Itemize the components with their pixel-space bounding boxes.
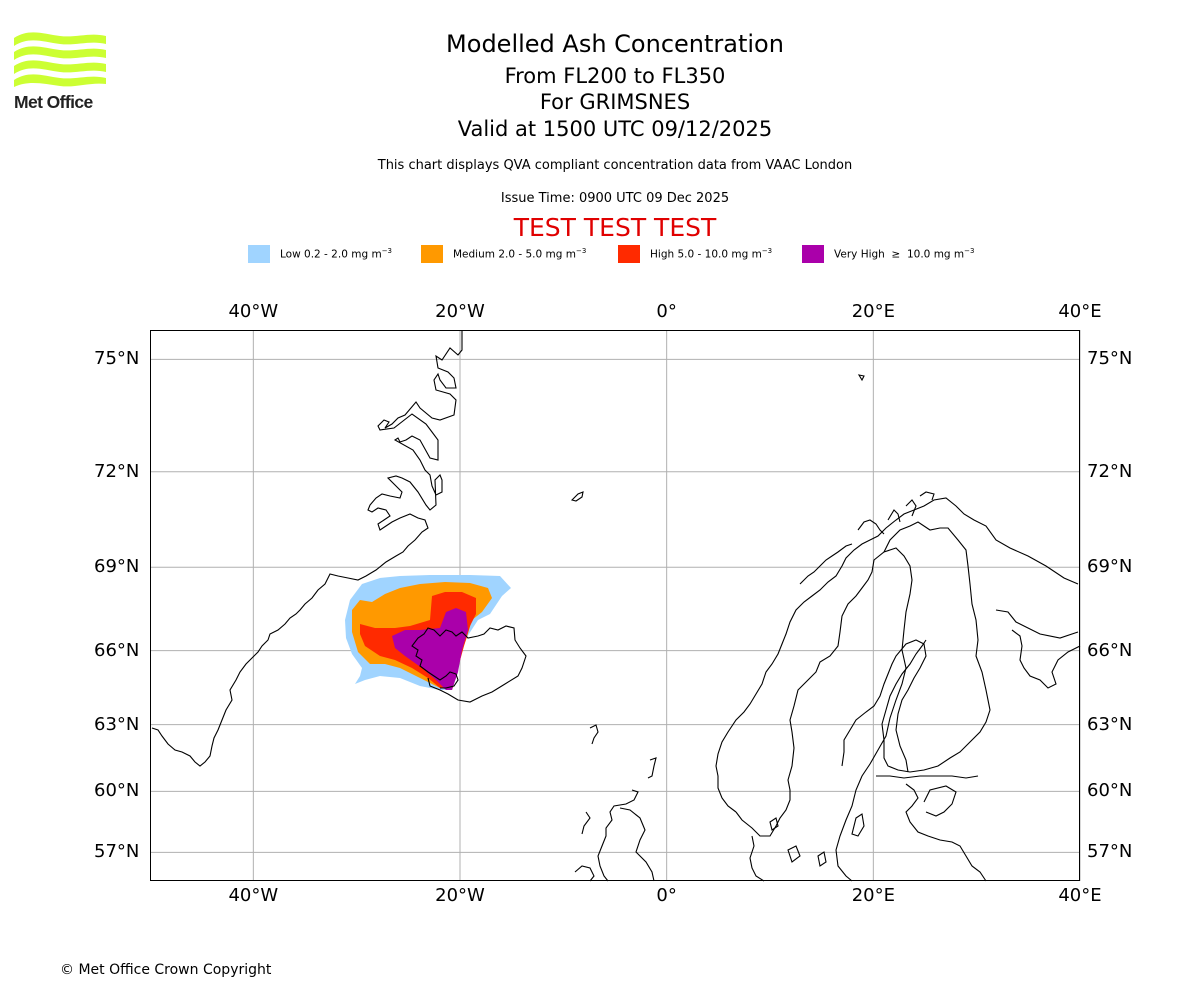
coastline-scotland [574,789,655,882]
lon-tick-label-top: 40°E [1058,301,1102,322]
lon-tick-label-top: 0° [656,301,677,322]
valid-time: Valid at 1500 UTC 09/12/2025 [457,117,773,141]
coastline-finland [881,521,991,773]
issue-time: Issue Time: 0900 UTC 09 Dec 2025 [500,191,730,206]
lat-tick-label-left: 63°N [94,713,140,735]
legend-label-low: Low 0.2 - 2.0 mg m−3 [280,246,393,261]
lon-tick-label-bottom: 0° [656,885,677,906]
legend-swatch-high [618,244,640,263]
lat-tick-label-right: 69°N [1087,556,1133,578]
legend-swatch-medium [421,244,443,263]
lat-tick-label-right: 66°N [1087,639,1133,661]
lon-tick-label-bottom: 20°W [435,885,485,906]
coastline-denmark [749,817,827,882]
coastline-sweden [735,547,913,882]
legend-item-medium: Medium 2.0 - 5.0 mg m−3 [421,244,586,263]
legend-swatch-very-high [802,244,824,263]
lat-tick-label-left: 60°N [94,780,140,802]
lat-tick-label-left: 75°N [94,348,140,370]
flight-levels: From FL200 to FL350 [504,64,726,88]
test-banner: TEST TEST TEST [513,213,717,242]
legend-item-high: High 5.0 - 10.0 mg m−3 [618,244,772,263]
plume-very-high-region [392,608,468,690]
legend-item-low: Low 0.2 - 2.0 mg m−3 [248,244,392,263]
coastline-norway-islands [799,491,935,585]
lon-tick-label-bottom: 40°E [1058,885,1102,906]
copyright-footer: © Met Office Crown Copyright [60,962,272,978]
coastline-jan-mayen [570,491,584,502]
lon-tick-label-top: 20°W [435,301,485,322]
lon-tick-label-top: 40°W [228,301,279,322]
lat-tick-label-left: 57°N [94,841,140,863]
legend-label-medium: Medium 2.0 - 5.0 mg m−3 [453,246,587,261]
lat-tick-label-left: 69°N [94,556,140,578]
legend-label-very-high: Very High ≥ 10.0 mg m−3 [834,246,975,261]
lon-tick-label-bottom: 40°W [228,885,279,906]
lat-tick-label-right: 75°N [1087,348,1133,370]
coastline-baltic [876,775,987,882]
met-office-wave-icon [14,32,106,87]
coastline-gotland [851,813,865,837]
coastline-white-sea [995,609,1081,689]
coastline-bear-island [857,374,865,382]
lat-tick-label-left: 66°N [94,639,140,661]
coastline-iceland [411,625,527,703]
met-office-wordmark: Met Office [14,92,93,112]
lat-tick-label-right: 60°N [1087,780,1133,802]
coastline-greenland [151,331,463,767]
legend-label-high: High 5.0 - 10.0 mg m−3 [650,246,773,261]
coastline-shetland [647,757,657,779]
coastline-scandinavia [715,497,1079,813]
graticule [150,330,1081,881]
coastline-faroe [589,724,599,745]
lat-tick-label-right: 63°N [1087,713,1133,735]
map-frame [150,330,1080,881]
coastlines [151,331,1081,882]
lon-tick-label-bottom: 20°E [851,885,895,906]
volcano-name: For GRIMSNES [539,90,691,114]
lat-tick-label-left: 72°N [94,460,140,482]
met-office-logo: Met Office [14,30,106,112]
legend-item-very-high: Very High ≥ 10.0 mg m−3 [802,244,974,263]
lat-tick-label-right: 72°N [1087,460,1133,482]
coastline-gulf-of-bothnia [841,639,927,773]
lon-tick-label-top: 20°E [851,301,895,322]
chart-title: Modelled Ash Concentration [446,30,784,58]
chart-description: This chart displays QVA compliant concen… [377,158,853,173]
legend-swatch-low [248,244,270,263]
lat-tick-label-right: 57°N [1087,841,1133,863]
